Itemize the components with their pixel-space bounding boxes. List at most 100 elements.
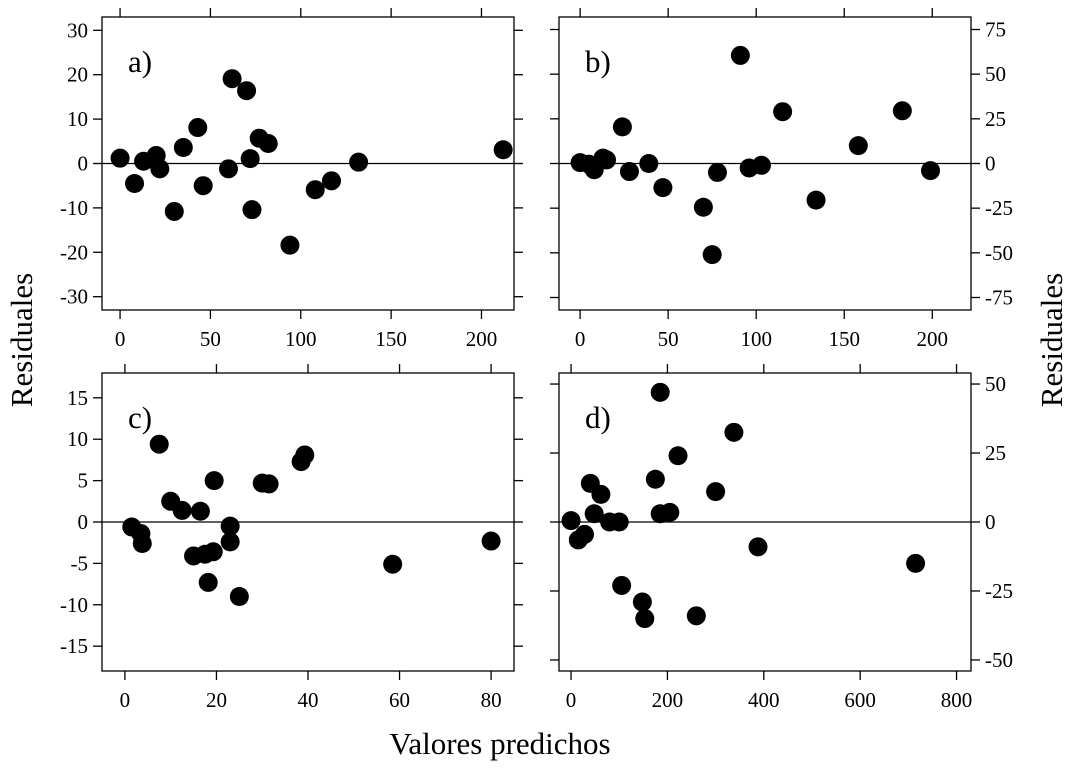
panel-c-y-tick-label: 10 bbox=[67, 427, 88, 451]
panel-c-point bbox=[259, 474, 279, 494]
panel-d-point bbox=[686, 606, 706, 626]
panel-d: -50 -25 0 25 50 0 200 400 600 800 d) bbox=[550, 364, 1013, 712]
panel-b-y-tick-label: -50 bbox=[985, 241, 1013, 265]
panel-b-x-tick-label: 150 bbox=[828, 327, 860, 351]
panel-c: -15 -10 -5 0 5 10 15 0 20 40 60 80 c) bbox=[60, 364, 523, 712]
panel-a-x-tick-label: 50 bbox=[200, 327, 221, 351]
panel-d-point bbox=[645, 469, 665, 489]
x-axis-title: Valores predichos bbox=[389, 726, 610, 761]
panel-c-y-tick-label: -15 bbox=[60, 634, 88, 658]
panel-b-label: b) bbox=[585, 44, 611, 79]
panel-c-point bbox=[198, 572, 218, 592]
panel-a-x-tick-label: 100 bbox=[285, 327, 317, 351]
panel-d-x-tick-label: 600 bbox=[844, 688, 876, 712]
panel-c-y-tick-label: 15 bbox=[67, 386, 88, 410]
panel-c-point bbox=[229, 587, 249, 606]
panel-b-point bbox=[751, 155, 771, 175]
panel-b-point bbox=[653, 178, 673, 198]
panel-b-point bbox=[806, 190, 826, 210]
panel-a-point bbox=[349, 152, 369, 172]
panel-a: -30 -20 -10 0 10 20 30 0 50 100 150 200 a) bbox=[60, 8, 523, 351]
panel-d-point bbox=[591, 484, 611, 504]
panel-c-point bbox=[220, 532, 240, 552]
panel-a-point bbox=[493, 140, 513, 160]
panel-c-y-tick-label: -5 bbox=[71, 551, 89, 575]
panel-c-x-tick-label: 80 bbox=[481, 688, 502, 712]
panel-c-point bbox=[481, 531, 501, 551]
panel-b-point bbox=[773, 102, 793, 122]
panel-a-y-tick-label: 10 bbox=[67, 107, 88, 131]
panel-d-point bbox=[635, 609, 655, 629]
panel-c-point bbox=[190, 501, 210, 521]
panel-d-point bbox=[724, 422, 744, 442]
panel-c-point bbox=[149, 434, 169, 454]
panel-b-x-tick-label: 200 bbox=[917, 327, 949, 351]
panel-b-point bbox=[612, 117, 632, 137]
panel-b-point bbox=[702, 245, 722, 265]
panel-d-point bbox=[632, 592, 652, 612]
panel-a-x-tick-label: 200 bbox=[466, 327, 498, 351]
panel-a-point bbox=[280, 235, 300, 255]
panel-a-point bbox=[305, 180, 325, 200]
panel-d-point bbox=[668, 446, 688, 466]
panel-a-x-tick-label: 0 bbox=[115, 327, 126, 351]
panel-c-label: c) bbox=[128, 400, 152, 435]
panel-a-point bbox=[110, 148, 130, 168]
panel-d-point bbox=[748, 537, 768, 557]
panel-a-point bbox=[218, 159, 238, 179]
panel-b-y-tick-label: 0 bbox=[985, 152, 996, 176]
panel-d-y-tick-label: 50 bbox=[985, 372, 1006, 396]
panel-b-y-tick-label: -25 bbox=[985, 196, 1013, 220]
panel-a-y-tick-label: -10 bbox=[60, 196, 88, 220]
panel-b-point bbox=[707, 162, 727, 182]
panel-b-point bbox=[892, 101, 912, 121]
panel-d-y-tick-label: 0 bbox=[985, 510, 996, 534]
panel-b-point bbox=[730, 45, 750, 65]
panel-a-label: a) bbox=[128, 44, 152, 79]
panel-b-y-tick-label: 50 bbox=[985, 62, 1006, 86]
panel-b-y-tick-label: 75 bbox=[985, 18, 1006, 42]
panel-d-x-tick-label: 800 bbox=[941, 688, 973, 712]
panel-b-point bbox=[921, 161, 941, 181]
panel-d-point bbox=[650, 382, 670, 402]
panel-c-point bbox=[295, 445, 315, 465]
y-axis-title-right: Residuales bbox=[1034, 273, 1069, 407]
panel-a-point bbox=[193, 176, 213, 196]
panel-c-point bbox=[220, 516, 240, 536]
panel-c-point bbox=[383, 554, 403, 574]
panel-c-point bbox=[203, 542, 223, 562]
panel-d-y-tick-label: -25 bbox=[985, 579, 1013, 603]
panel-d-point bbox=[609, 512, 629, 532]
panel-d-y-tick-label: -50 bbox=[985, 648, 1013, 672]
panel-a-point bbox=[242, 200, 262, 220]
panel-b-point bbox=[639, 154, 659, 173]
panel-a-y-tick-label: -30 bbox=[60, 285, 88, 309]
panel-d-point bbox=[660, 502, 680, 522]
panel-c-y-tick-label: 5 bbox=[78, 469, 89, 493]
panel-b: -75 -50 -25 0 25 50 75 0 50 100 150 200 b) bbox=[550, 8, 1013, 351]
panel-a-point bbox=[164, 201, 184, 221]
panel-b-y-tick-label: 25 bbox=[985, 107, 1006, 131]
panel-d-point bbox=[706, 482, 726, 502]
panel-a-point bbox=[188, 118, 208, 138]
panel-c-x-tick-label: 40 bbox=[298, 688, 319, 712]
panel-c-y-tick-label: 0 bbox=[78, 510, 89, 534]
panel-d-point bbox=[575, 524, 595, 544]
panel-d-x-tick-label: 400 bbox=[748, 688, 780, 712]
panel-a-y-tick-label: 30 bbox=[67, 18, 88, 42]
panel-c-point bbox=[132, 534, 152, 554]
panel-d-point bbox=[906, 553, 926, 573]
panel-a-y-tick-label: 0 bbox=[78, 152, 89, 176]
panel-a-point bbox=[258, 134, 278, 154]
panel-b-point bbox=[597, 150, 617, 170]
panel-a-x-tick-label: 150 bbox=[375, 327, 407, 351]
panel-d-point bbox=[612, 575, 632, 595]
panel-a-y-tick-label: 20 bbox=[67, 63, 88, 87]
panel-b-point bbox=[619, 162, 639, 182]
panel-a-point bbox=[125, 173, 145, 193]
y-axis-title-left: Residuales bbox=[4, 273, 39, 407]
panel-c-y-tick-label: -10 bbox=[60, 593, 88, 617]
panel-c-x-tick-label: 60 bbox=[389, 688, 410, 712]
panel-a-point bbox=[150, 159, 170, 179]
panel-a-point bbox=[222, 69, 242, 89]
